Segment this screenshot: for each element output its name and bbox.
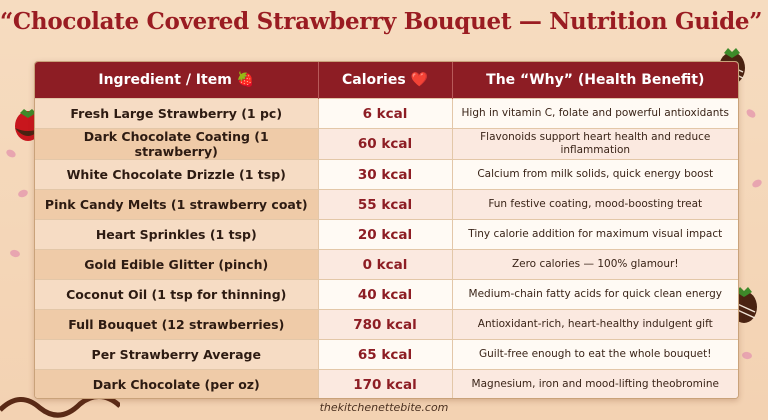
ingredient-cell: White Chocolate Drizzle (1 tsp) bbox=[35, 159, 319, 190]
calories-cell: 20 kcal bbox=[318, 219, 453, 250]
benefit-cell: Calcium from milk solids, quick energy b… bbox=[452, 159, 738, 190]
benefit-cell: Tiny calorie addition for maximum visual… bbox=[452, 219, 738, 250]
calories-cell: 30 kcal bbox=[318, 159, 453, 190]
table-row: Full Bouquet (12 strawberries) 780 kcal … bbox=[35, 309, 738, 340]
benefit-cell: Zero calories — 100% glamour! bbox=[452, 249, 738, 280]
petal-decoration bbox=[741, 351, 753, 360]
column-header-ingredient: Ingredient / Item 🍓 bbox=[35, 62, 319, 99]
benefit-cell: Fun festive coating, mood-boosting treat bbox=[452, 189, 738, 220]
page-title-text: “Chocolate Covered Strawberry Bouquet — … bbox=[0, 8, 763, 35]
benefit-cell: Medium-chain fatty acids for quick clean… bbox=[452, 279, 738, 310]
petal-decoration bbox=[750, 177, 764, 190]
footer-website: thekitchenettebite.com bbox=[319, 401, 449, 414]
petal-decoration bbox=[9, 248, 21, 259]
ingredient-cell: Dark Chocolate Coating (1 strawberry) bbox=[35, 128, 319, 160]
calories-cell: 65 kcal bbox=[318, 339, 453, 370]
ingredient-cell: Pink Candy Melts (1 strawberry coat) bbox=[35, 189, 319, 220]
table-row: Heart Sprinkles (1 tsp) 20 kcal Tiny cal… bbox=[35, 219, 738, 250]
calories-cell: 40 kcal bbox=[318, 279, 453, 310]
petal-decoration bbox=[744, 107, 758, 120]
table-row: Pink Candy Melts (1 strawberry coat) 55 … bbox=[35, 189, 738, 220]
calories-cell: 0 kcal bbox=[318, 249, 453, 280]
column-header-calories: Calories ❤️ bbox=[318, 62, 453, 99]
table-row: White Chocolate Drizzle (1 tsp) 30 kcal … bbox=[35, 159, 738, 190]
calories-cell: 60 kcal bbox=[318, 128, 453, 160]
petal-decoration bbox=[17, 188, 29, 199]
petal-decoration bbox=[4, 147, 18, 160]
table-row: Dark Chocolate (per oz) 170 kcal Magnesi… bbox=[35, 369, 738, 398]
table-row: Coconut Oil (1 tsp for thinning) 40 kcal… bbox=[35, 279, 738, 310]
ingredient-cell: Dark Chocolate (per oz) bbox=[35, 369, 319, 398]
nutrition-table: Ingredient / Item 🍓 Calories ❤️ The “Why… bbox=[35, 62, 738, 398]
benefit-cell: Magnesium, iron and mood-lifting theobro… bbox=[452, 369, 738, 398]
table-row: Gold Edible Glitter (pinch) 0 kcal Zero … bbox=[35, 249, 738, 280]
benefit-cell: Guilt-free enough to eat the whole bouqu… bbox=[452, 339, 738, 370]
ingredient-cell: Fresh Large Strawberry (1 pc) bbox=[35, 98, 319, 129]
column-header-why: The “Why” (Health Benefit) bbox=[452, 62, 738, 99]
ingredient-cell: Full Bouquet (12 strawberries) bbox=[35, 309, 319, 340]
calories-cell: 170 kcal bbox=[318, 369, 453, 398]
ingredient-cell: Coconut Oil (1 tsp for thinning) bbox=[35, 279, 319, 310]
calories-cell: 55 kcal bbox=[318, 189, 453, 220]
page-title: “Chocolate Covered Strawberry Bouquet — … bbox=[0, 8, 768, 35]
benefit-cell: High in vitamin C, folate and powerful a… bbox=[452, 98, 738, 129]
benefit-cell: Flavonoids support heart health and redu… bbox=[452, 128, 738, 160]
ingredient-cell: Per Strawberry Average bbox=[35, 339, 319, 370]
ingredient-cell: Gold Edible Glitter (pinch) bbox=[35, 249, 319, 280]
benefit-cell: Antioxidant-rich, heart-healthy indulgen… bbox=[452, 309, 738, 340]
table-row: Dark Chocolate Coating (1 strawberry) 60… bbox=[35, 128, 738, 160]
table-row: Per Strawberry Average 65 kcal Guilt-fre… bbox=[35, 339, 738, 370]
table-row: Fresh Large Strawberry (1 pc) 6 kcal Hig… bbox=[35, 98, 738, 129]
calories-cell: 6 kcal bbox=[318, 98, 453, 129]
calories-cell: 780 kcal bbox=[318, 309, 453, 340]
table-header-row: Ingredient / Item 🍓 Calories ❤️ The “Why… bbox=[35, 62, 738, 99]
nutrition-table-card: Ingredient / Item 🍓 Calories ❤️ The “Why… bbox=[34, 61, 739, 399]
ingredient-cell: Heart Sprinkles (1 tsp) bbox=[35, 219, 319, 250]
